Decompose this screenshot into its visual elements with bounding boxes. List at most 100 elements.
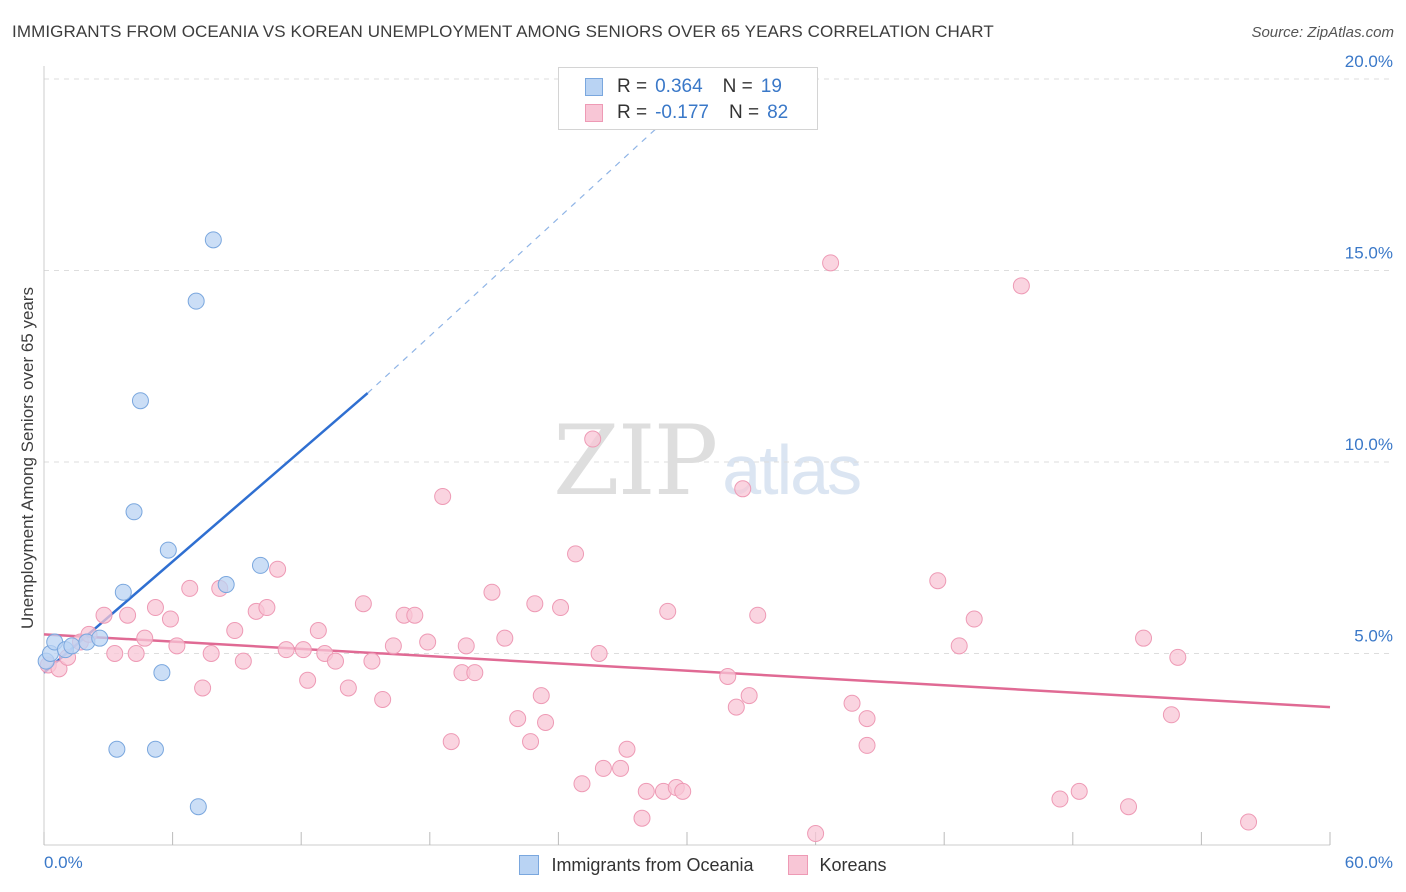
korean-point (858, 736, 876, 754)
korean-point (194, 679, 212, 697)
oceania-point (146, 740, 164, 758)
series-swatch-koreans (787, 855, 808, 875)
korean-point (1240, 813, 1258, 831)
korean-point (309, 622, 327, 640)
trend-lines (43, 90, 1331, 709)
series-legend-label: Immigrants from Oceania (551, 854, 754, 875)
korean-point (434, 487, 452, 505)
series-legend-item-oceania: Immigrants from Oceania (519, 854, 754, 876)
legend-r-value: 0.364 (655, 76, 703, 97)
korean-point (483, 583, 501, 601)
source-credit: Source: ZipAtlas.com (1251, 24, 1394, 41)
y-tick-label: 5.0% (1354, 627, 1393, 646)
korean-point (822, 254, 840, 272)
korean-point (537, 713, 555, 731)
korean-point (633, 809, 651, 827)
correlation-legend: R = 0.364 N = 19 R = -0.177 N = 82 (558, 67, 818, 130)
korean-point (1012, 277, 1030, 295)
oceania-point (91, 629, 109, 647)
korean-point (526, 595, 544, 613)
korean-point (612, 759, 630, 777)
oceania-point (251, 556, 269, 574)
korean-point (674, 782, 692, 800)
oceania-point (131, 392, 149, 410)
korean-point (202, 645, 220, 662)
oceania-point (217, 576, 235, 594)
korean-point (466, 664, 484, 682)
korean-point (1162, 706, 1180, 724)
legend-r-value: -0.177 (655, 102, 709, 123)
korean-point (50, 660, 68, 678)
korean-point (1120, 798, 1138, 816)
oceania-point (159, 541, 177, 559)
korean-point (136, 629, 154, 647)
korean-point (567, 545, 585, 563)
korean-point (1070, 782, 1088, 800)
legend-row-oceania: R = 0.364 N = 19 (585, 74, 782, 100)
legend-n-value: 82 (767, 102, 789, 123)
series-legend-label: Koreans (819, 854, 887, 875)
legend-swatch-oceania (585, 78, 603, 96)
korean-point (119, 606, 137, 624)
korean-point (522, 733, 540, 751)
korean-point (363, 652, 381, 670)
oceania-point (187, 292, 205, 310)
oceania-trend-line (43, 392, 369, 674)
korean-point (181, 579, 199, 597)
series-legend-item-koreans: Koreans (787, 854, 887, 876)
korean-point (734, 480, 752, 498)
x-tick-label-max: 60.0% (1344, 853, 1393, 872)
legend-swatch-koreans (585, 104, 603, 122)
y-tick-label: 20.0% (1345, 52, 1393, 71)
x-tick-label-min: 0.0% (44, 853, 83, 872)
korean-point (573, 775, 591, 793)
korean-point (637, 782, 655, 800)
korean-point (442, 733, 460, 751)
korean-point (1169, 648, 1187, 666)
oceania-trend-extension (367, 90, 699, 394)
oceania-point (204, 231, 222, 249)
korean-point (749, 606, 767, 624)
oceania-point (108, 740, 126, 758)
korean-point (659, 602, 677, 620)
korean-point (234, 652, 252, 670)
oceania-point (114, 583, 132, 601)
korean-point (509, 710, 527, 728)
legend-n-value: 19 (760, 76, 782, 97)
korean-point (594, 759, 612, 777)
y-tick-label: 10.0% (1345, 435, 1393, 454)
legend-r-label: R = (617, 76, 648, 97)
korean-point (950, 637, 968, 655)
korean-point (339, 679, 357, 697)
korean-point (1051, 790, 1069, 808)
series-swatch-oceania (519, 855, 540, 875)
legend-n-label: N = (722, 76, 753, 97)
korean-point (532, 687, 550, 705)
series-legend: Immigrants from Oceania Koreans (0, 852, 1406, 878)
chart-title: IMMIGRANTS FROM OCEANIA VS KOREAN UNEMPL… (12, 22, 994, 41)
korean-point (374, 690, 392, 708)
korean-point (168, 637, 186, 655)
korean-point (552, 599, 570, 617)
korean-point (226, 622, 244, 640)
korean-point (95, 606, 113, 624)
korean-point (127, 645, 145, 662)
korean-point (419, 633, 437, 651)
korean-point (929, 572, 947, 590)
oceania-point (189, 798, 207, 816)
y-tick-labels: 5.0% 10.0% 15.0% 20.0% (1345, 52, 1393, 646)
korean-point (161, 610, 179, 628)
korean-point (719, 667, 737, 685)
korean-point (106, 645, 124, 662)
legend-row-koreans: R = -0.177 N = 82 (585, 100, 788, 126)
korean-point (727, 698, 745, 716)
legend-r-label: R = (617, 102, 648, 123)
data-points (37, 231, 1258, 843)
korean-point (326, 652, 344, 670)
korean-point (584, 430, 602, 448)
legend-n-label: N = (728, 102, 760, 123)
korean-point (277, 641, 295, 659)
korean-point (843, 694, 861, 712)
korean-point (269, 560, 287, 578)
